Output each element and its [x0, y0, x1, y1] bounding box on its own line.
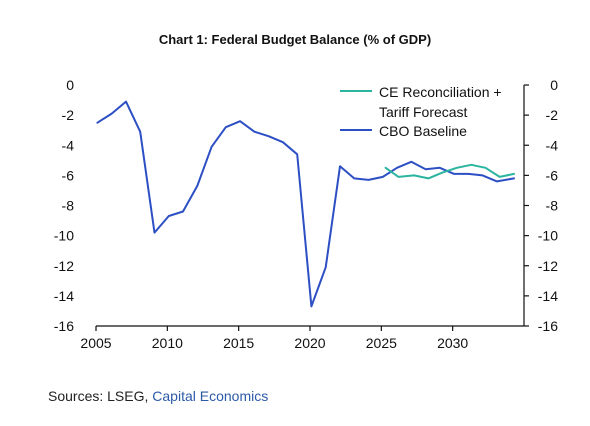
x-tick-label: 2030	[437, 335, 468, 351]
left-y-tick-label: -2	[62, 107, 75, 123]
x-tick-label: 2010	[152, 335, 183, 351]
x-tick-label: 2020	[294, 335, 325, 351]
right-y-tick-label: -10	[538, 228, 558, 244]
x-tick-label: 2025	[366, 335, 397, 351]
x-tick-label: 2015	[223, 335, 254, 351]
right-y-tick-label: 0	[550, 77, 558, 93]
left-y-tick-label: -14	[54, 288, 74, 304]
left-y-tick-label: -6	[62, 167, 75, 183]
legend-label: CBO Baseline	[379, 123, 467, 139]
left-y-tick-label: -12	[54, 258, 74, 274]
x-tick-label: 2005	[80, 335, 111, 351]
right-y-tick-label: -16	[538, 318, 558, 334]
source-org: Capital Economics	[152, 388, 269, 404]
legend-label: Tariff Forecast	[379, 104, 468, 120]
right-y-tick-label: -12	[538, 258, 558, 274]
source-prefix: Sources: LSEG,	[48, 388, 153, 404]
axes: 2005 2010 2015 2020 2025 2030 0 0 -2 -2 -4 -4 -6 -6 -8…	[54, 77, 558, 351]
legend-label: CE Reconciliation +	[379, 84, 502, 100]
right-y-tick-label: -6	[546, 167, 559, 183]
chart-title: Chart 1: Federal Budget Balance (% of GD…	[158, 32, 432, 47]
left-y-tick-label: -10	[54, 228, 74, 244]
source-note: Sources: LSEG, Capital Economics	[48, 388, 268, 404]
series-line-cbo-baseline	[96, 100, 515, 308]
left-y-tick-label: -4	[62, 137, 75, 153]
left-y-tick-label: -16	[54, 318, 74, 334]
right-y-tick-label: -8	[546, 198, 559, 214]
right-y-tick-label: -4	[546, 137, 559, 153]
left-y-tick-label: 0	[66, 77, 74, 93]
series-lines	[96, 100, 515, 308]
legend: CE Reconciliation + Tariff Forecast CBO Ba…	[340, 84, 502, 139]
right-y-tick-label: -14	[538, 288, 558, 304]
right-y-tick-label: -2	[546, 107, 559, 123]
left-y-tick-label: -8	[62, 198, 75, 214]
series-line-ce-reconciliation-tariff-forecast	[384, 163, 515, 180]
